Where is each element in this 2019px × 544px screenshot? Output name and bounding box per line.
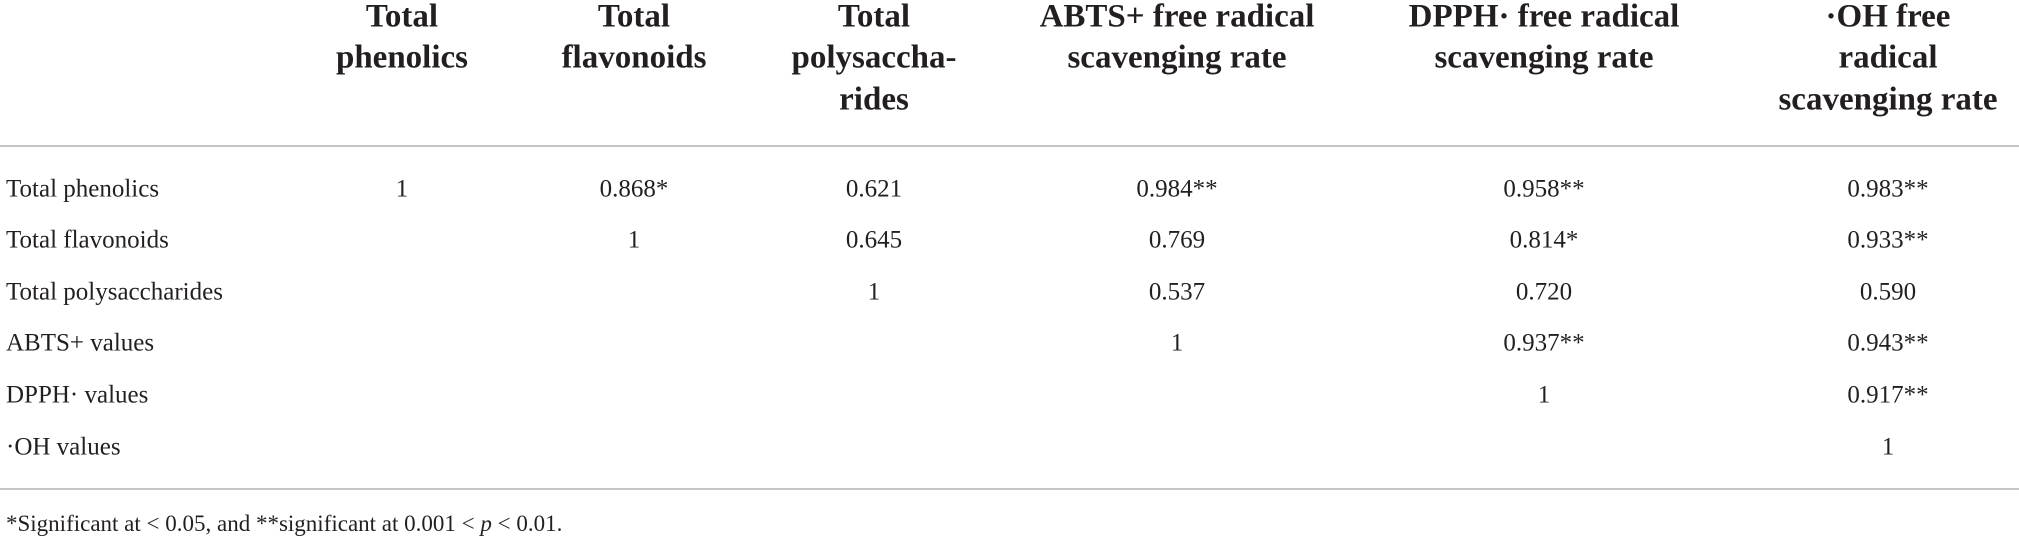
footnote-part: *Significant at < 0.05, and **significan… — [6, 511, 480, 536]
footnote-part: p — [478, 511, 492, 536]
footnote: *Significant at < 0.05, and **significan… — [6, 511, 562, 536]
cell: 0.958** — [1503, 176, 1584, 203]
cell: 0.590 — [1860, 279, 1916, 306]
cell: 0.645 — [846, 227, 902, 254]
row-label: ·OH values — [6, 434, 121, 461]
cell: 1 — [628, 227, 641, 254]
column-header: Total — [598, 0, 670, 35]
row-label: Total flavonoids — [6, 227, 169, 254]
cell: 0.937** — [1503, 330, 1584, 357]
row-label: Total polysaccharides — [6, 279, 223, 306]
column-header: Total — [366, 0, 438, 35]
column-header: scavenging rate — [1067, 40, 1286, 76]
column-header: radical — [1839, 40, 1938, 76]
row-label: DPPH· values — [6, 382, 148, 409]
cell: 0.868* — [600, 176, 669, 203]
cell: 1 — [868, 279, 881, 306]
cell: 1 — [1171, 330, 1184, 357]
cell: 0.983** — [1847, 176, 1928, 203]
column-header: phenolics — [336, 40, 468, 76]
cell: 0.933** — [1847, 227, 1928, 254]
cell: 0.537 — [1149, 279, 1205, 306]
cell: 1 — [1882, 434, 1895, 461]
cell: 0.621 — [846, 176, 902, 203]
cell: 0.984** — [1136, 176, 1217, 203]
column-header: scavenging rate — [1434, 40, 1653, 76]
column-header: polysaccha- — [792, 40, 957, 76]
column-header: Total — [838, 0, 910, 35]
cell: 0.720 — [1516, 279, 1572, 306]
cell: 0.769 — [1149, 227, 1205, 254]
column-header: scavenging rate — [1778, 82, 1997, 118]
footnote-part: < 0.01. — [492, 511, 562, 536]
cell: 1 — [1538, 382, 1551, 409]
row-label: ABTS+ values — [6, 330, 154, 357]
column-header: DPPH· free radical — [1409, 0, 1680, 35]
cell: 1 — [396, 176, 409, 203]
row-label: Total phenolics — [6, 176, 159, 203]
column-header: ·OH free — [1826, 0, 1951, 35]
cell: 0.917** — [1847, 382, 1928, 409]
column-header: flavonoids — [562, 40, 707, 76]
column-header: ABTS+ free radical — [1040, 0, 1315, 35]
cell: 0.943** — [1847, 330, 1928, 357]
cell: 0.814* — [1510, 227, 1579, 254]
column-header: rides — [839, 82, 909, 118]
